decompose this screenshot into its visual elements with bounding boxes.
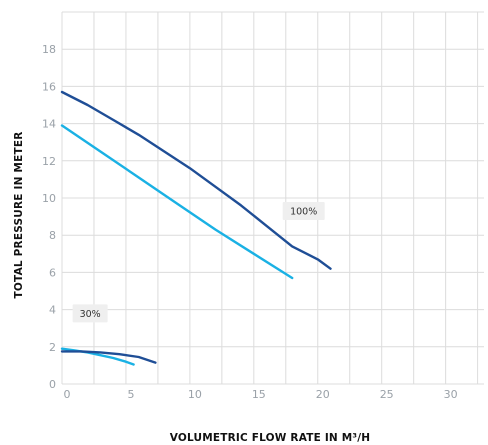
x-tick-label: 15: [252, 388, 266, 401]
annotation-box: [282, 202, 325, 221]
annotation-box: [72, 304, 108, 323]
y-tick-label: 14: [42, 118, 56, 131]
annotation-text: 100%: [290, 207, 317, 218]
x-tick-label: 25: [380, 388, 394, 401]
series-layer: [60, 90, 332, 366]
y-tick-label: 16: [42, 80, 56, 93]
y-tick-label: 18: [42, 43, 56, 56]
y-tick-label: 2: [49, 341, 56, 354]
series-line-4: [60, 350, 157, 364]
x-tick-label: 20: [316, 388, 330, 401]
annotation-text: 30%: [80, 309, 101, 320]
grid-layer: [61, 11, 484, 385]
x-tick-label: 5: [127, 388, 134, 401]
tick-label-layer: 0 5 10 15 20 25 30 0 2 4 6 8 10 12 14 16 18: [42, 43, 458, 401]
x-tick-label: 0: [64, 388, 71, 401]
y-tick-label: 10: [42, 192, 56, 205]
x-tick-label: 10: [188, 388, 202, 401]
annotation-label: 100%: [282, 202, 325, 221]
x-axis-title: VOLUMETRIC FLOW RATE IN M³/H: [170, 432, 371, 444]
x-tick-label: 30: [444, 388, 458, 401]
annotation-label: 30%: [72, 304, 108, 323]
annotation-layer: 100% 30%: [72, 202, 325, 323]
series-line-1: [60, 90, 332, 270]
y-tick-label: 6: [49, 266, 56, 279]
y-tick-label: 0: [49, 378, 56, 391]
y-tick-label: 8: [49, 229, 56, 242]
y-tick-label: 12: [42, 155, 56, 168]
y-tick-label: 4: [49, 304, 56, 317]
y-axis-title: TOTAL PRESSURE IN METER: [13, 132, 25, 299]
series-line-2: [60, 124, 294, 280]
